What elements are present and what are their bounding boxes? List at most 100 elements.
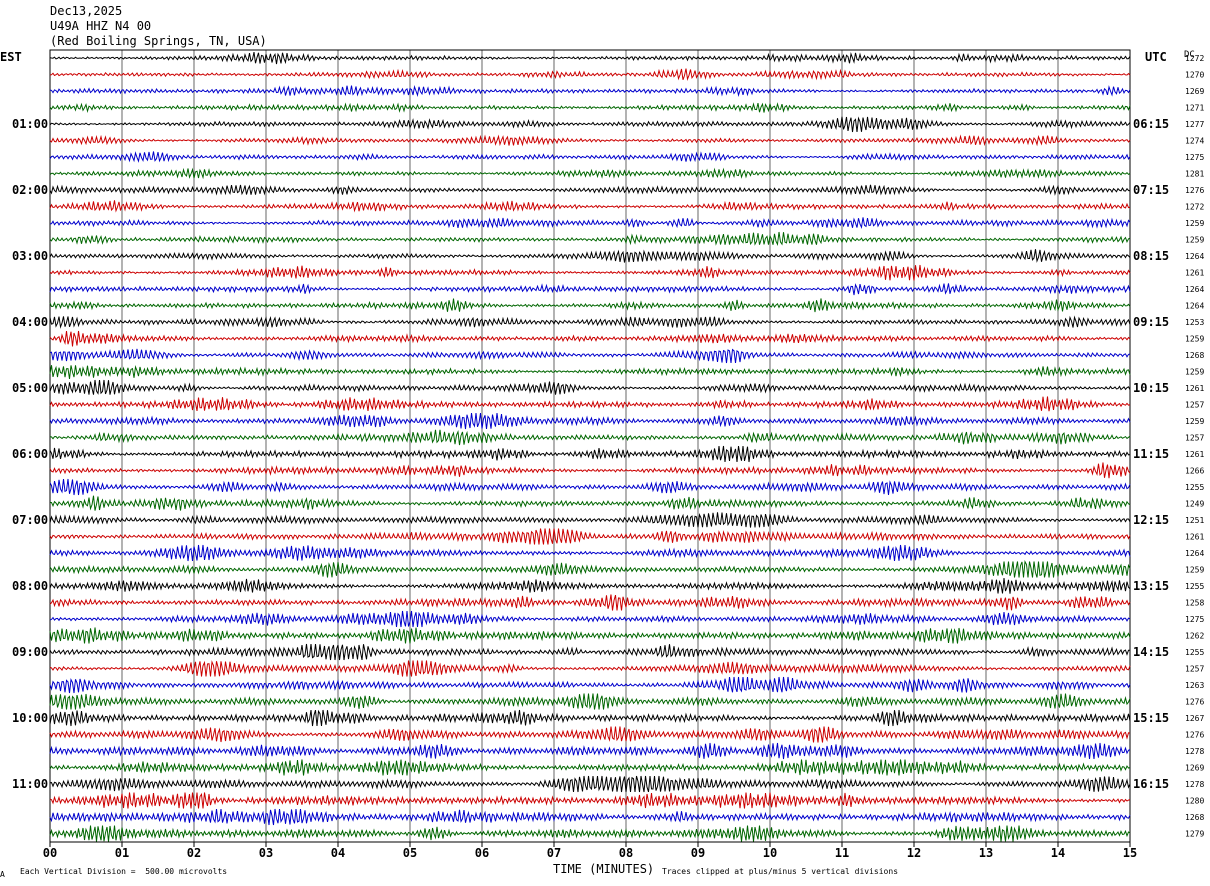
dc-offset-label: 1278	[1185, 780, 1204, 789]
trace-line	[49, 478, 1131, 496]
x-tick-label: 12	[907, 846, 921, 860]
trace-line	[49, 231, 1131, 247]
trace-line	[49, 85, 1131, 98]
dc-offset-label: 1269	[1185, 764, 1204, 773]
x-tick-label: 08	[619, 846, 633, 860]
right-hour-label: 06:15	[1133, 117, 1169, 131]
dc-offset-label: 1264	[1185, 549, 1204, 558]
dc-offset-label: 1274	[1185, 137, 1204, 146]
trace-line	[49, 396, 1131, 412]
x-tick-label: 11	[835, 846, 849, 860]
dc-offset-label: 1255	[1185, 582, 1204, 591]
dc-offset-label: 1261	[1185, 269, 1204, 278]
dc-column-label: DC	[1184, 50, 1195, 60]
dc-offset-label: 1275	[1185, 615, 1204, 624]
dc-offset-label: 1264	[1185, 252, 1204, 261]
corner-mark: A	[0, 870, 5, 879]
trace-line	[49, 610, 1131, 628]
dc-offset-label: 1277	[1185, 120, 1204, 129]
x-tick-label: 13	[979, 846, 993, 860]
x-tick-label: 15	[1123, 846, 1137, 860]
right-hour-label: 13:15	[1133, 579, 1169, 593]
dc-offset-label: 1266	[1185, 467, 1204, 476]
dc-offset-label: 1259	[1185, 368, 1204, 377]
dc-offset-label: 1249	[1185, 500, 1204, 509]
x-axis-title: TIME (MINUTES)	[553, 862, 655, 876]
left-hour-label: 10:00	[12, 711, 48, 725]
dc-offset-label: 1276	[1185, 186, 1204, 195]
scale-note: Each Vertical Division = 500.00 microvol…	[20, 867, 228, 876]
trace-line	[49, 445, 1131, 463]
trace-line	[49, 167, 1131, 180]
right-hour-label: 12:15	[1133, 513, 1169, 527]
trace-line	[49, 792, 1131, 809]
trace-line	[49, 643, 1130, 661]
right-timezone-label: UTC	[1145, 50, 1167, 64]
dc-offset-label: 1268	[1185, 351, 1204, 360]
trace-line	[49, 759, 1131, 776]
trace-line	[49, 379, 1131, 395]
trace-line	[49, 676, 1131, 694]
x-tick-label: 05	[403, 846, 417, 860]
right-hour-label: 07:15	[1133, 183, 1169, 197]
dc-offset-label: 1275	[1185, 153, 1204, 162]
x-tick-label: 03	[259, 846, 273, 860]
trace-line	[49, 512, 1131, 528]
dc-offset-label: 1279	[1185, 830, 1204, 839]
trace-line	[50, 495, 1131, 511]
trace-line	[49, 544, 1131, 562]
dc-offset-label: 1272	[1185, 203, 1204, 212]
left-hour-label: 02:00	[12, 183, 48, 197]
dc-offset-label: 1263	[1185, 681, 1204, 690]
trace-line	[49, 528, 1131, 545]
trace-line	[49, 116, 1131, 133]
dc-offset-label: 1280	[1185, 797, 1204, 806]
location-label: (Red Boiling Springs, TN, USA)	[50, 34, 267, 48]
trace-line	[49, 429, 1131, 446]
trace-line	[49, 693, 1131, 710]
trace-line	[49, 283, 1131, 296]
dc-offset-label: 1259	[1185, 335, 1204, 344]
right-hour-label: 11:15	[1133, 447, 1169, 461]
trace-line	[49, 462, 1131, 479]
dc-offset-label: 1271	[1185, 104, 1204, 113]
date-label: Dec13,2025	[50, 4, 123, 18]
right-hour-label: 09:15	[1133, 315, 1169, 329]
trace-line	[49, 726, 1131, 743]
trace-line	[49, 348, 1131, 364]
dc-offset-label: 1257	[1185, 401, 1204, 410]
trace-line	[49, 249, 1131, 263]
dc-offset-label: 1261	[1185, 533, 1204, 542]
dc-offset-label: 1258	[1185, 599, 1204, 608]
trace-line	[49, 51, 1131, 65]
trace-line	[49, 184, 1131, 196]
trace-line	[49, 808, 1131, 826]
dc-offset-label: 1257	[1185, 665, 1204, 674]
left-timezone-label: EST	[0, 50, 22, 64]
trace-line	[49, 660, 1131, 677]
dc-offset-label: 1259	[1185, 219, 1204, 228]
left-hour-label: 01:00	[12, 117, 48, 131]
trace-line	[49, 315, 1131, 329]
right-hour-label: 10:15	[1133, 381, 1169, 395]
left-hour-label: 04:00	[12, 315, 48, 329]
dc-offset-label: 1272	[1185, 54, 1204, 63]
trace-line	[49, 577, 1131, 594]
x-tick-label: 02	[187, 846, 201, 860]
right-hour-label: 16:15	[1133, 777, 1169, 791]
dc-offset-label: 1257	[1185, 434, 1204, 443]
trace-line	[49, 775, 1131, 793]
trace-line	[49, 742, 1131, 760]
left-hour-label: 06:00	[12, 447, 48, 461]
x-tick-label: 09	[691, 846, 705, 860]
dc-offset-label: 1259	[1185, 236, 1204, 245]
dc-offset-label: 1261	[1185, 450, 1204, 459]
x-tick-label: 06	[475, 846, 489, 860]
station-label: U49A HHZ N4 00	[50, 19, 152, 33]
left-hour-label: 08:00	[12, 579, 48, 593]
trace-line	[49, 412, 1131, 430]
dc-offset-label: 1276	[1185, 731, 1204, 740]
left-hour-label: 11:00	[12, 777, 48, 791]
dc-offset-label: 1259	[1185, 566, 1204, 575]
